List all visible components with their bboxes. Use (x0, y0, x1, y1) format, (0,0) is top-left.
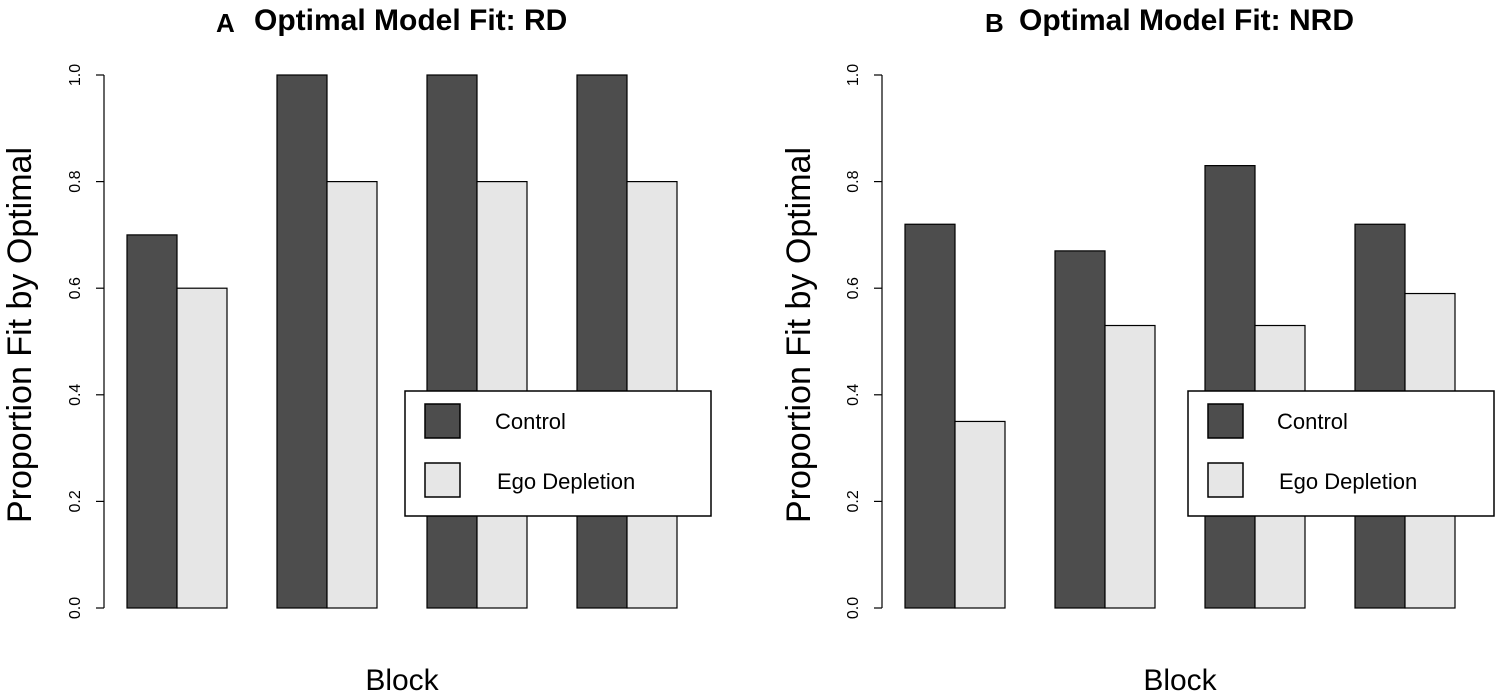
panel-b-ytick-label-4: 0.8 (845, 170, 862, 192)
panel-b-bars (904, 165, 1456, 609)
panel-a-bar-control-block-4 (576, 74, 628, 609)
panel-a-title: Optimal Model Fit: RD (254, 4, 567, 37)
panel-b-y-ticks (874, 74, 882, 609)
panel-a-legend-label-ego-depletion: Ego Depletion (497, 469, 635, 494)
panel-b-letter: B (985, 8, 1004, 38)
panel-b-y-axis-label: Proportion Fit by Optimal (780, 147, 818, 523)
panel-a-y-ticks (96, 74, 104, 609)
panel-b-bar-ego-depletion-block-1 (954, 420, 1006, 609)
panel-b-ytick-label-2: 0.4 (845, 384, 862, 406)
panel-a-ytick-label-4: 0.8 (67, 170, 84, 192)
panel-b-legend-swatch-ego-depletion (1207, 462, 1244, 498)
panel-a-bar-ego-depletion-block-1 (176, 287, 228, 609)
panel-b-ytick-label-1: 0.2 (845, 490, 862, 512)
panel-a-bar-control-block-1 (126, 234, 178, 609)
panel-a-ytick-label-3: 0.6 (67, 277, 84, 299)
panel-b: B Optimal Model Fit: NRD 0.0 0.2 0.4 0.6… (780, 4, 1495, 697)
panel-b-ytick-label-3: 0.6 (845, 277, 862, 299)
panel-a-y-axis-label: Proportion Fit by Optimal (1, 147, 39, 523)
panel-a-ytick-label-2: 0.4 (67, 384, 84, 406)
panel-a-letter: A (216, 8, 235, 38)
panel-a-legend: Control Ego Depletion (404, 390, 712, 517)
panel-b-legend: Control Ego Depletion (1187, 390, 1495, 517)
panel-a-bar-ego-depletion-block-2 (326, 181, 378, 609)
panel-b-ytick-label-5: 1.0 (845, 64, 862, 86)
panel-b-bar-control-block-3 (1204, 165, 1256, 609)
panel-b-bar-ego-depletion-block-2 (1104, 324, 1156, 609)
panel-b-y-tick-labels: 0.0 0.2 0.4 0.6 0.8 1.0 (845, 64, 862, 619)
panel-a-ytick-label-0: 0.0 (67, 597, 84, 619)
panel-a-legend-swatch-control (424, 403, 461, 439)
panel-b-bar-control-block-1 (904, 223, 956, 609)
panel-a-x-axis-label: Block (365, 664, 439, 697)
panel-b-legend-label-ego-depletion: Ego Depletion (1279, 469, 1417, 494)
panel-b-title: Optimal Model Fit: NRD (1019, 4, 1354, 37)
panel-b-ytick-label-0: 0.0 (845, 597, 862, 619)
panel-a-bar-control-block-3 (426, 74, 478, 609)
panel-b-bar-control-block-2 (1054, 250, 1106, 609)
panel-a-ytick-label-5: 1.0 (67, 64, 84, 86)
panel-b-legend-label-control: Control (1277, 409, 1348, 434)
panel-b-x-axis-label: Block (1143, 664, 1217, 697)
panel-a-bars (126, 74, 678, 609)
panel-a-bar-control-block-2 (276, 74, 328, 609)
panel-a-ytick-label-1: 0.2 (67, 490, 84, 512)
panel-b-legend-swatch-control (1207, 403, 1244, 439)
panel-a: A Optimal Model Fit: RD 0.0 0.2 0.4 0.6 … (1, 4, 712, 697)
panel-a-legend-swatch-ego-depletion (424, 462, 461, 498)
panel-a-y-tick-labels: 0.0 0.2 0.4 0.6 0.8 1.0 (67, 64, 84, 619)
panel-a-legend-label-control: Control (495, 409, 566, 434)
